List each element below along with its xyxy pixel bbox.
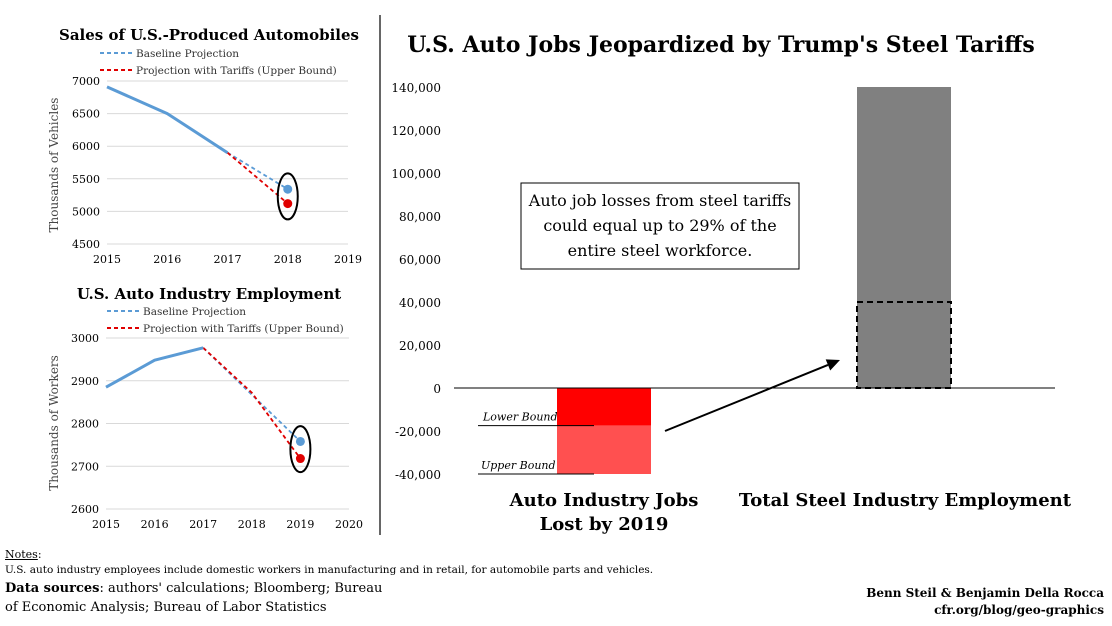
sales-tariff-point [283,199,293,209]
annotation-text: entire steel workforce. [568,241,753,260]
employment-historical-line [105,346,204,389]
employment-legend-baseline-label: Baseline Projection [143,306,246,318]
sales-chart-title: Sales of U.S.-Produced Automobiles [59,26,359,44]
sales-y-tick-label: 6000 [72,140,100,153]
employment-y-tick-label: 2600 [71,503,99,516]
upper-bound-label: Upper Bound [481,459,556,472]
lower-bound-bar [557,388,651,426]
data-sources-label: Data sources [5,581,100,596]
arrow-shaft [664,364,829,432]
lower-bound-label: Lower Bound [482,411,558,424]
auto-jobs-y-tick-label: 20,000 [399,339,441,353]
auto-jobs-chart-title: U.S. Auto Jobs Jeopardized by Trump's St… [407,32,1035,58]
employment-y-tick-label: 2700 [71,460,99,473]
arrow-head [825,359,840,371]
auto-jobs-y-tick-label: -20,000 [395,425,441,439]
employment-y-tick-label: 2900 [71,375,99,388]
employment-legend: Baseline Projection Projection with Tari… [107,306,344,335]
sales-x-tick-label: 2015 [93,253,121,266]
authors-credit: Benn Steil & Benjamin Della Rocca [866,586,1104,600]
sales-y-tick-label: 5500 [72,173,100,186]
auto-jobs-y-tick-label: 140,000 [391,81,441,95]
notes-text: U.S. auto industry employees include dom… [5,564,654,576]
sales-y-tick-label: 6500 [72,108,100,121]
notes-label: Notes: [5,548,42,561]
employment-x-tick-label: 2020 [335,518,363,531]
employment-x-tick-label: 2017 [189,518,217,531]
annotation-text: could equal up to 29% of the [543,216,776,235]
sales-tariff-projection-line [226,152,289,205]
annotation-text: Auto job losses from steel tariffs [528,191,791,210]
employment-baseline-point [295,436,305,446]
sales-legend: Baseline Projection Projection with Tari… [100,48,337,77]
sales-highlight-ellipse [276,172,299,221]
sales-x-tick-label: 2018 [274,253,302,266]
sales-y-tick-label: 4500 [72,238,100,251]
auto-jobs-y-tick-label: 0 [433,382,441,396]
employment-x-tick-label: 2018 [238,518,266,531]
employment-x-tick-label: 2019 [286,518,314,531]
sales-y-tick-label: 5000 [72,205,100,218]
auto-jobs-y-tick-label: 100,000 [391,167,441,181]
employment-y-tick-label: 3000 [71,332,99,345]
data-sources-line-2: of Economic Analysis; Bureau of Labor St… [5,600,327,615]
sales-y-axis-title: Thousands of Vehicles [47,98,61,233]
category-label: Lost by 2019 [540,514,669,535]
employment-highlight-ellipse [289,425,312,474]
sales-x-tick-label: 2019 [334,253,362,266]
auto-jobs-y-tick-label: 40,000 [399,296,441,310]
employment-y-axis-title: Thousands of Workers [47,355,61,491]
employment-tariff-projection-line [202,347,302,460]
employment-chart-title: U.S. Auto Industry Employment [77,285,341,303]
sales-baseline-point [283,184,293,194]
employment-legend-tariff-label: Projection with Tariffs (Upper Bound) [143,323,344,335]
employment-baseline-projection-line [202,347,302,443]
sales-historical-line [106,85,229,154]
employment-y-tick-label: 2800 [71,418,99,431]
auto-jobs-chart: U.S. Auto Jobs Jeopardized by Trump's St… [391,32,1071,535]
employment-chart: U.S. Auto Industry Employment Baseline P… [47,285,363,531]
data-sources-line-1: Data sources: authors' calculations; Blo… [5,581,383,596]
auto-jobs-y-tick-label: 60,000 [399,253,441,267]
employment-x-tick-label: 2015 [92,518,120,531]
sales-legend-baseline-label: Baseline Projection [136,48,239,60]
auto-jobs-y-tick-label: -40,000 [395,468,441,482]
sales-chart: Sales of U.S.-Produced Automobiles Basel… [47,26,362,266]
sales-x-tick-label: 2017 [214,253,242,266]
sales-legend-tariff-label: Projection with Tariffs (Upper Bound) [136,65,337,77]
category-label: Auto Industry Jobs [509,490,699,511]
auto-jobs-y-tick-label: 80,000 [399,210,441,224]
steel-employment-bar [857,87,951,388]
employment-tariff-point [295,454,305,464]
source-url: cfr.org/blog/geo-graphics [934,603,1104,617]
sales-y-tick-label: 7000 [72,75,100,88]
annotation-box [520,182,800,270]
upper-bound-bar [557,425,651,474]
auto-jobs-y-tick-label: 120,000 [391,124,441,138]
sales-baseline-projection-line [227,151,289,190]
employment-x-tick-label: 2016 [141,518,169,531]
category-label: Total Steel Industry Employment [739,490,1072,511]
sales-x-tick-label: 2016 [153,253,181,266]
